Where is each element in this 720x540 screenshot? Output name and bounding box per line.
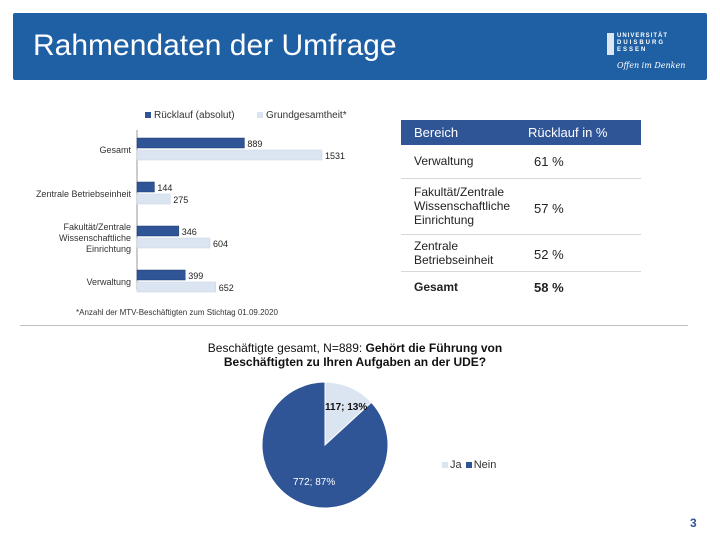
data-label: 346 [182, 227, 197, 237]
logo-slogan: Offen im Denken [617, 61, 686, 70]
pie-label-nein: 772; 87% [293, 477, 335, 488]
bar-grundgesamtheit [136, 281, 217, 293]
legend-item-grundgesamtheit: Grundgesamtheit* [257, 110, 347, 121]
divider [20, 325, 688, 326]
category-label: Zentrale Betriebseinheit [36, 189, 132, 199]
table-header-ruecklauf: Rücklauf in % [528, 125, 608, 140]
data-label: 144 [157, 183, 172, 193]
bar-chart: Gesamt 889 1531 Zentrale Betriebseinheit 144… [36, 130, 345, 293]
table-cell-bereich: Fakultät/Zentrale Wissenschaftliche Einr… [414, 185, 511, 227]
data-label: 275 [173, 195, 188, 205]
pie-legend: Ja Nein [442, 459, 496, 471]
pie-chart-title: Beschäftigte gesamt, N=889: Gehört die F… [190, 341, 520, 369]
data-label: 652 [219, 283, 234, 293]
logo-line-2: DUISBURG [617, 40, 666, 46]
category-label: Einrichtung [86, 244, 131, 254]
category-label: Gesamt [99, 145, 131, 155]
bar-grundgesamtheit [136, 193, 171, 205]
legend-label-nein: Nein [473, 459, 497, 471]
data-label: 604 [213, 239, 228, 249]
legend-label-ruecklauf: Rücklauf (absolut) [154, 110, 235, 121]
legend-swatch-grundgesamtheit [257, 112, 263, 119]
table-cell-ruecklauf: 58 % [534, 280, 564, 295]
legend-item-ruecklauf: Rücklauf (absolut) [145, 110, 235, 121]
category-label: Wissenschaftliche [59, 233, 131, 243]
pie-slice-nein [261, 381, 389, 509]
legend-swatch-ruecklauf [145, 112, 151, 119]
category-label: Fakultät/Zentrale [63, 222, 131, 232]
pie-chart: 117; 13% 772; 87% [261, 381, 389, 509]
table-cell-ruecklauf: 61 % [534, 154, 564, 169]
table-header: Bereich Rücklauf in % [401, 120, 641, 145]
legend-swatch-nein [465, 462, 472, 469]
bar-ruecklauf [136, 181, 155, 193]
table-row: Fakultät/Zentrale Wissenschaftliche Einr… [401, 179, 641, 235]
data-label: 889 [247, 139, 262, 149]
logo-mark [607, 33, 614, 55]
logo-line-1: UNIVERSITÄT [617, 33, 669, 39]
data-label: 1531 [325, 151, 345, 161]
data-label: 399 [188, 271, 203, 281]
bar-ruecklauf [136, 269, 186, 281]
pie-title-prefix: Beschäftigte gesamt, N=889: [207, 341, 366, 355]
bar-grundgesamtheit [136, 237, 211, 249]
table-row: Zentrale Betriebseinheit 52 % [401, 235, 641, 272]
legend-label-ja: Ja [450, 459, 462, 471]
legend-label-grundgesamtheit: Grundgesamtheit* [266, 110, 347, 121]
table-cell-bereich: Zentrale Betriebseinheit [414, 239, 494, 267]
footnote: *Anzahl der MTV-Beschäftigten zum Sticht… [76, 308, 278, 317]
logo-line-3: ESSEN [617, 47, 648, 53]
table-header-bereich: Bereich [414, 125, 459, 140]
table-cell-bereich: Gesamt [414, 280, 459, 294]
ruecklauf-table: Bereich Rücklauf in % Verwaltung 61 % Fa… [401, 120, 641, 302]
header-banner: Rahmendaten der Umfrage UNIVERSITÄT DUIS… [13, 13, 707, 80]
table-row: Verwaltung 61 % [401, 145, 641, 179]
legend-swatch-ja [442, 462, 448, 469]
bar-ruecklauf [136, 225, 180, 237]
table-cell-bereich: Verwaltung [414, 154, 474, 168]
page-title: Rahmendaten der Umfrage [33, 29, 397, 62]
university-logo: UNIVERSITÄT DUISBURG ESSEN Offen im Denk… [607, 33, 687, 70]
table-cell-ruecklauf: 52 % [534, 247, 564, 262]
bar-grundgesamtheit [136, 149, 323, 161]
table-row: Gesamt 58 % [401, 272, 641, 302]
pie-label-ja: 117; 13% [325, 402, 367, 413]
table-cell-ruecklauf: 57 % [534, 201, 564, 216]
category-label: Verwaltung [86, 277, 131, 287]
bar-ruecklauf [136, 137, 245, 149]
page-number: 3 [690, 516, 697, 530]
pie-title-question: Gehört die Führung von Beschäftigten zu … [223, 341, 503, 369]
